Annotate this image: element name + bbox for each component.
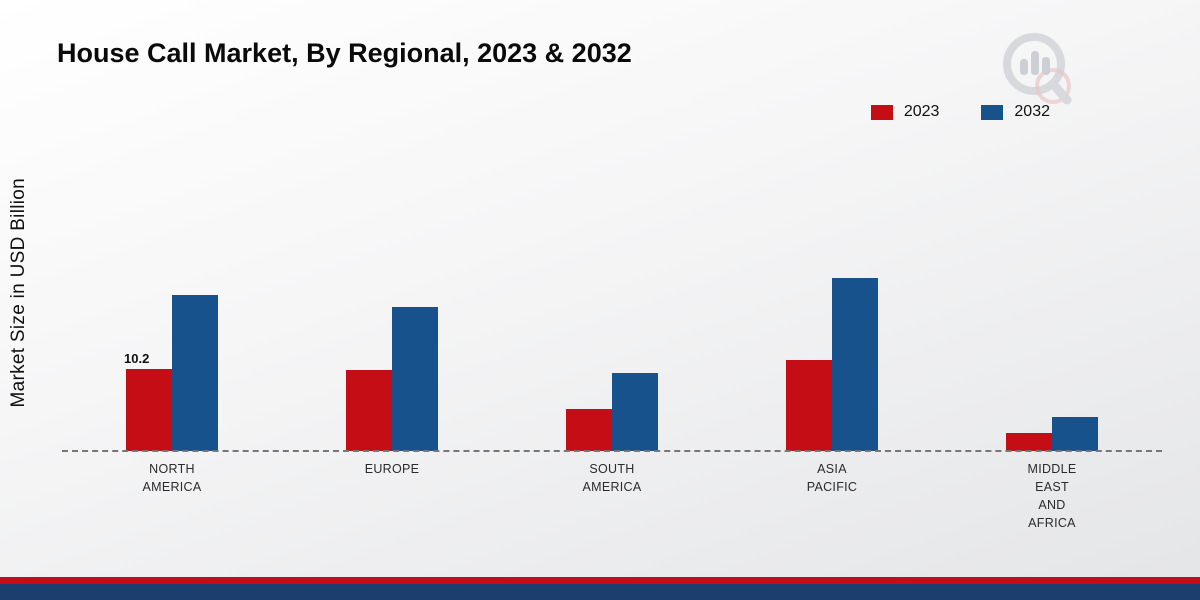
magnifier-chart-icon [1003,33,1072,105]
y-axis-label: Market Size in USD Billion [8,178,29,408]
bar-2032-asia-pacific [832,278,878,451]
bar-2032-europe [392,307,438,451]
bar-value-label-north-america: 10.2 [124,351,150,366]
category-label-europe: EUROPE [364,462,420,476]
bar-2023-asia-pacific [786,360,832,451]
bar-2032-south-america [612,373,658,451]
legend-label-2032: 2032 [1014,103,1050,120]
market-research-future-logo [990,26,1082,117]
bars-south-america [566,373,658,451]
legend-item-2023: 2023 [870,103,940,121]
bar-chart: 10.2 NORTH AMERICA EUROPE SOUTH AMERICA ASIA… [62,217,1162,530]
bar-group-south-america: SOUTH AMERICA [566,373,658,494]
bars-asia-pacific [786,278,878,451]
chart-title: House Call Market, By Regional, 2023 & 2… [57,38,632,68]
bar-group-asia-pacific: ASIA PACIFIC [786,278,878,494]
bar-2032-north-america [172,295,218,451]
bar-2023-north-america: 10.2 [124,351,172,451]
legend: 2023 2032 [870,103,1050,121]
footer-red-strip [0,577,1200,584]
legend-item-2032: 2032 [981,103,1050,121]
bar-groups: 10.2 NORTH AMERICA EUROPE SOUTH AMERICA ASIA… [62,278,1162,530]
bar-2023-south-america [566,409,612,451]
bar-group-europe: EUROPE [346,307,438,476]
bars-europe [346,307,438,451]
category-label-north-america: NORTH AMERICA [142,462,202,495]
category-label-south-america: SOUTH AMERICA [582,462,642,495]
bars-north-america: 10.2 [124,295,218,451]
bar-2023-europe [346,370,392,451]
bars-middle-east-and-africa [1006,417,1098,451]
legend-label-2023: 2023 [903,103,940,120]
x-axis-baseline [62,450,1162,452]
category-label-asia-pacific: ASIA PACIFIC [806,462,858,495]
bar-group-north-america: 10.2 NORTH AMERICA [124,295,218,494]
bar-2023-middle-east-and-africa [1006,433,1052,451]
footer-navy-strip [0,584,1200,600]
bar-2032-middle-east-and-africa [1052,417,1098,451]
legend-swatch-2023 [870,104,893,120]
legend-swatch-2032 [981,104,1004,120]
category-label-middle-east-and-africa: MIDDLE EAST AND AFRICA [1027,462,1077,531]
bar-group-middle-east-and-africa: MIDDLE EAST AND AFRICA [1006,417,1098,530]
